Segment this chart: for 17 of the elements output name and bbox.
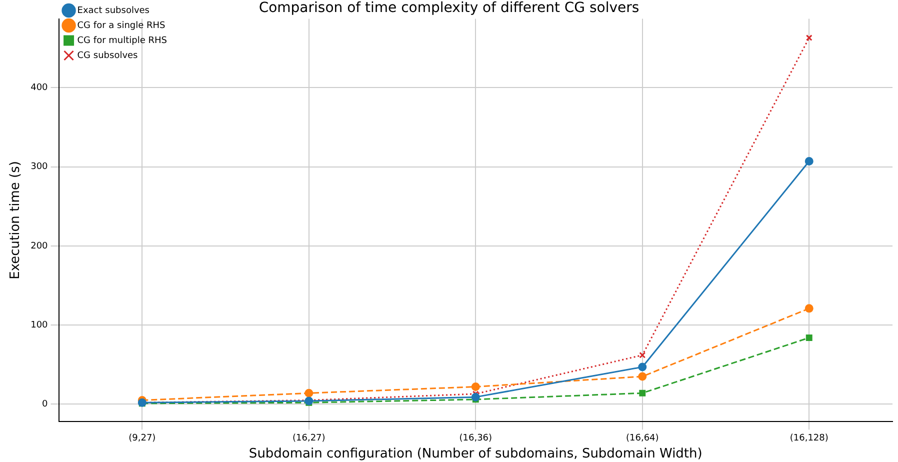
y-tick-label: 0	[42, 400, 48, 410]
y-tick-label: 200	[30, 241, 48, 252]
x-tick-label: (16,128)	[790, 433, 828, 444]
x-axis-title: Subdomain configuration (Number of subdomains, Subdomain Width)	[248, 446, 702, 462]
x-tick-label: (16,64)	[626, 433, 659, 444]
legend-label: CG subsolves	[77, 50, 138, 61]
y-tick-label: 100	[30, 320, 48, 330]
y-tick-label: 300	[30, 162, 48, 172]
legend-label: CG for multiple RHS	[77, 36, 168, 46]
y-tick-label: 400	[30, 82, 48, 93]
x-tick-label: (9,27)	[128, 433, 156, 444]
chart-title: Comparison of time complexity of different CG solvers	[258, 0, 640, 16]
legend-label: CG for a single RHS	[77, 20, 166, 31]
x-tick-label: (16,36)	[459, 433, 492, 444]
legend-label: Exact subsolves	[77, 6, 150, 16]
x-tick-label: (16,27)	[292, 433, 326, 444]
y-axis-title: Execution time (s)	[8, 161, 24, 280]
